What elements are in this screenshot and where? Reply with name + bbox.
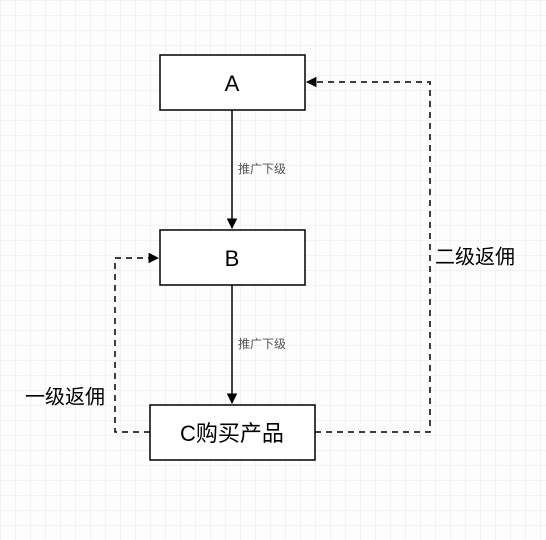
edge-b-to-c-label: 推广下级: [238, 337, 286, 351]
node-b-label: B: [225, 246, 240, 271]
edge-level2-feedback: [307, 82, 430, 432]
node-a-label: A: [225, 71, 240, 96]
edge-a-to-b-label: 推广下级: [238, 162, 286, 176]
node-c-label: C购买产品: [180, 421, 284, 446]
label-level1: 一级返佣: [25, 385, 105, 408]
label-level2: 二级返佣: [435, 245, 515, 268]
flowchart-canvas: A B C购买产品 推广下级 推广下级 一级返佣 二级返佣: [0, 0, 546, 540]
